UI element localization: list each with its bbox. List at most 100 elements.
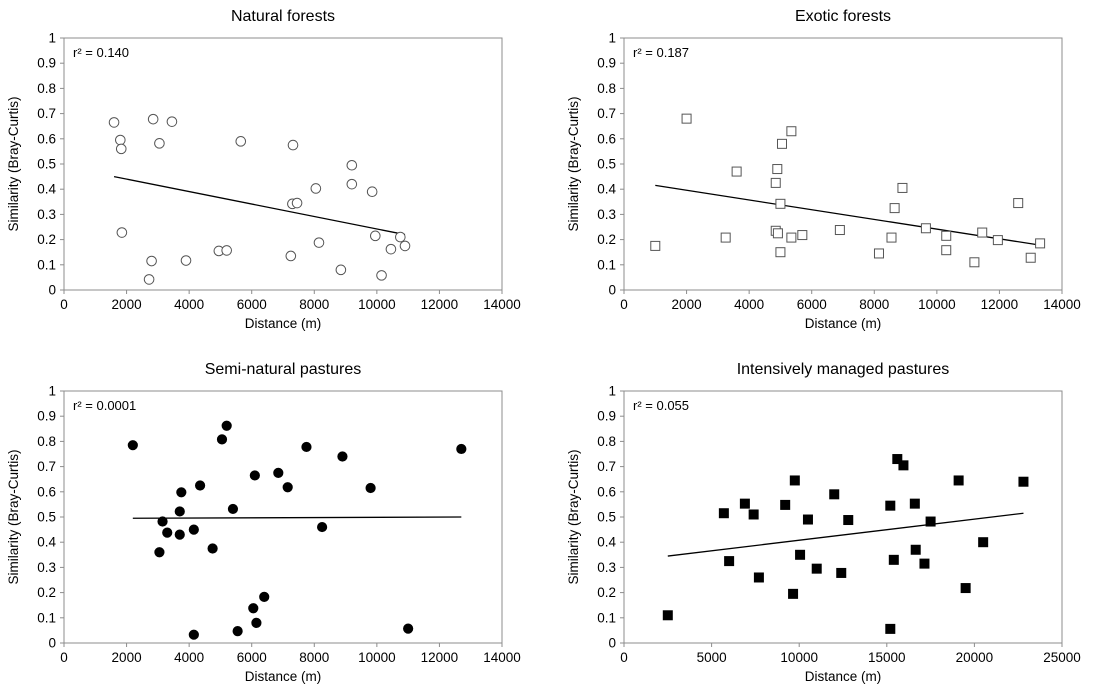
- x-tick-label: 6000: [237, 650, 267, 665]
- data-point: [885, 500, 896, 511]
- y-tick-label: 0.9: [37, 56, 56, 71]
- x-tick-label: 12000: [421, 297, 459, 312]
- r-squared-annotation: r² = 0.140: [73, 45, 129, 60]
- data-point: [216, 434, 228, 445]
- x-tick-label: 0: [620, 650, 628, 665]
- y-tick-label: 0.4: [597, 182, 616, 197]
- data-point: [960, 583, 971, 594]
- data-point: [162, 527, 173, 538]
- x-tick-label: 14000: [483, 650, 521, 665]
- data-point: [301, 441, 312, 453]
- data-point: [456, 443, 467, 455]
- y-tick-label: 0.4: [597, 535, 616, 550]
- data-point: [811, 563, 822, 574]
- data-point: [1018, 476, 1029, 487]
- trend-line: [667, 512, 1024, 557]
- y-tick-label: 0.3: [597, 207, 616, 222]
- x-tick-label: 6000: [237, 297, 267, 312]
- y-tick-label: 0.3: [37, 207, 56, 222]
- data-point: [287, 139, 299, 151]
- data-point: [108, 117, 120, 128]
- x-tick-label: 10000: [358, 297, 396, 312]
- y-tick-label: 0.4: [37, 535, 56, 550]
- y-tick-label: 0.1: [37, 610, 56, 625]
- data-point: [369, 230, 381, 242]
- y-tick-label: 0.2: [597, 232, 616, 247]
- data-point: [154, 547, 165, 558]
- chart-title: Semi-natural pastures: [205, 361, 362, 378]
- x-tick-label: 4000: [174, 650, 204, 665]
- data-point: [770, 177, 781, 188]
- y-tick-label: 0.4: [37, 182, 56, 197]
- data-point: [795, 549, 806, 560]
- data-point: [925, 516, 936, 527]
- y-tick-label: 1: [48, 31, 56, 46]
- data-point: [786, 232, 797, 243]
- data-point: [909, 498, 920, 509]
- x-tick-label: 2000: [112, 650, 142, 665]
- y-axis-label: Similarity (Bray-Curtis): [6, 450, 21, 585]
- x-tick-label: 12000: [981, 297, 1019, 312]
- data-point: [681, 113, 692, 124]
- y-tick-label: 0.6: [597, 131, 616, 146]
- y-tick-label: 0.5: [37, 510, 56, 525]
- plot-area-natural-forests: [63, 37, 503, 291]
- data-point: [346, 159, 358, 171]
- data-point: [898, 460, 909, 471]
- x-tick-label: 10000: [918, 297, 956, 312]
- chart-exotic-forests: Exotic forests 0 0.1 0.2 0.3 0.4 0.5 0.6 0.7 0.8 0…: [566, 8, 1081, 331]
- y-axis-label: Similarity (Bray-Curtis): [566, 450, 581, 585]
- y-tick-label: 0: [608, 283, 616, 298]
- chart-intensively-managed-pastures: Intensively managed pastures 0 0.1 0.2 0.3 0.…: [566, 361, 1081, 684]
- y-axis-label: Similarity (Bray-Curtis): [6, 97, 21, 232]
- r-squared-annotation: r² = 0.0001: [73, 398, 136, 413]
- data-point: [748, 509, 759, 520]
- x-tick-label: 5000: [697, 650, 727, 665]
- data-point: [720, 232, 731, 243]
- data-point: [1035, 238, 1046, 249]
- data-point: [889, 203, 900, 214]
- data-point: [910, 544, 921, 555]
- data-point: [249, 470, 260, 481]
- y-tick-label: 0.7: [37, 459, 56, 474]
- data-point: [662, 610, 673, 621]
- data-point: [194, 480, 206, 491]
- data-point: [843, 515, 854, 526]
- y-tick-label: 0.3: [597, 560, 616, 575]
- y-tick-label: 0.8: [597, 81, 616, 96]
- y-tick-label: 0.7: [597, 106, 616, 121]
- y-tick-label: 0.8: [597, 434, 616, 449]
- data-point: [788, 588, 799, 599]
- data-point: [259, 591, 270, 602]
- data-point: [789, 475, 800, 486]
- data-point: [886, 232, 897, 243]
- data-point: [941, 245, 952, 256]
- trend-line: [113, 175, 406, 236]
- data-point: [834, 225, 845, 236]
- x-tick-label: 14000: [1043, 297, 1081, 312]
- x-tick-label: 10000: [780, 650, 818, 665]
- chart-title: Intensively managed pastures: [737, 361, 950, 378]
- x-tick-label: 10000: [358, 650, 396, 665]
- data-point: [188, 524, 199, 535]
- data-point: [154, 138, 165, 149]
- data-point: [797, 230, 808, 241]
- data-point: [969, 257, 980, 268]
- y-tick-label: 0.6: [37, 484, 56, 499]
- data-point: [897, 182, 908, 193]
- data-point: [176, 487, 187, 498]
- data-point: [227, 503, 239, 515]
- data-point: [115, 143, 127, 155]
- y-tick-label: 0.9: [37, 409, 56, 424]
- y-tick-label: 0.9: [597, 409, 616, 424]
- trend-line: [655, 184, 1041, 246]
- y-tick-label: 0.5: [597, 510, 616, 525]
- x-axis-label: Distance (m): [245, 669, 322, 684]
- data-point: [772, 164, 783, 175]
- data-point: [873, 248, 884, 259]
- data-point: [829, 489, 840, 500]
- x-tick-label: 25000: [1043, 650, 1081, 665]
- x-tick-label: 14000: [483, 297, 521, 312]
- trend-line: [132, 516, 462, 519]
